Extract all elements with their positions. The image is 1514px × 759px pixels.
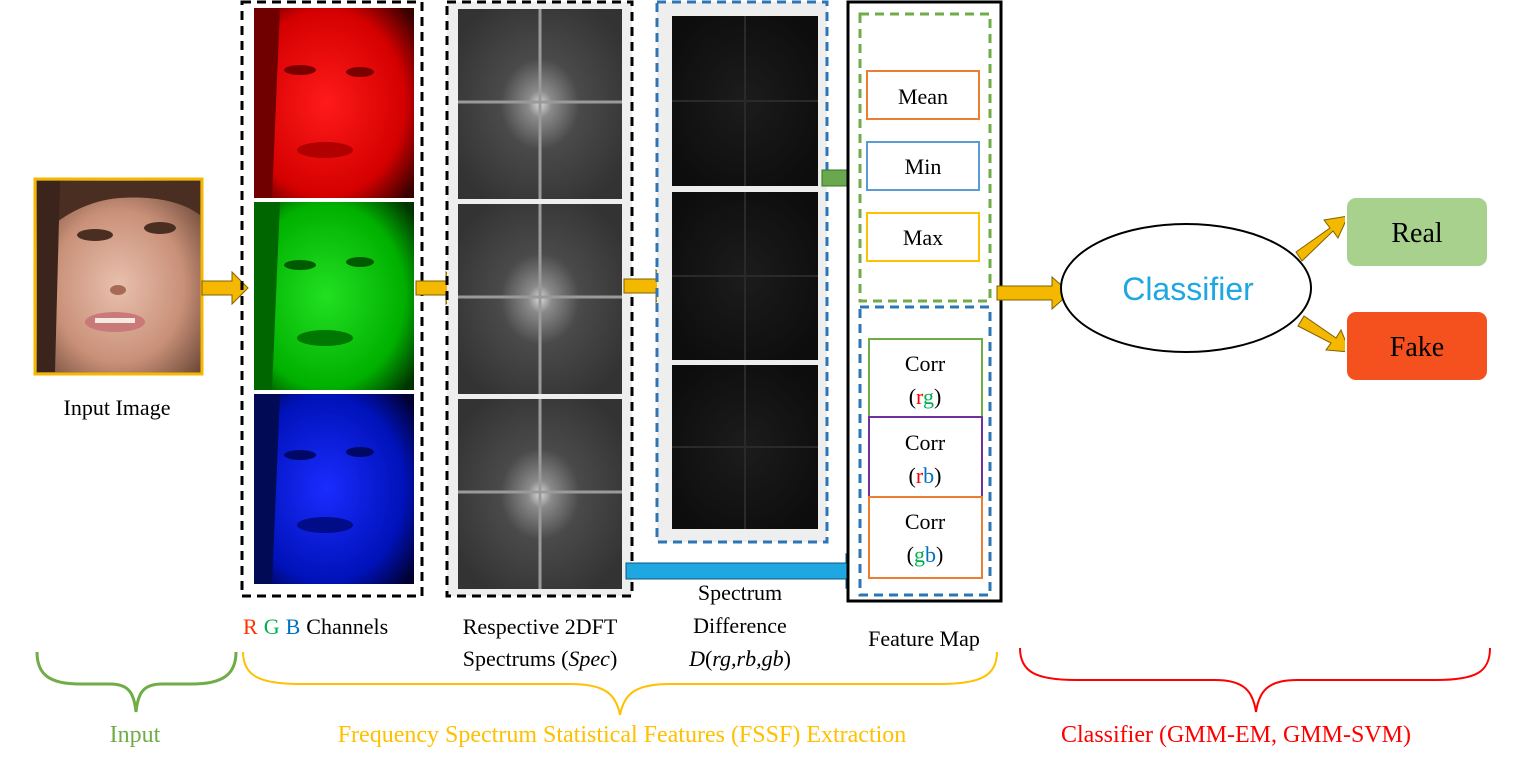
spectrums-dashed-box — [445, 0, 634, 598]
brace-extraction — [242, 651, 998, 716]
correlation-dashed-box — [858, 305, 992, 597]
output-fake-label: Fake — [1390, 332, 1444, 363]
section-classifier-label: Classifier (GMM-EM, GMM-SVM) — [1061, 722, 1411, 748]
output-real: Real — [1345, 196, 1489, 268]
corr-rg-pair: (rg) — [909, 384, 942, 409]
spectrum-green — [458, 204, 622, 394]
channel-blue-image — [254, 394, 414, 584]
feature-map-caption: Feature Map — [868, 626, 980, 651]
stat-min-label: Min — [905, 154, 942, 179]
corr-rb: Corr (rb) — [868, 416, 983, 498]
spectrums-caption-line1: Respective 2DFT — [463, 614, 618, 639]
corr-rg: Corr (rg) — [868, 338, 983, 418]
arrow-featuremap-to-classifier — [996, 275, 1071, 311]
spectrum-red — [458, 9, 622, 199]
input-image-caption: Input Image — [64, 395, 171, 420]
channels-dashed-box — [240, 0, 424, 598]
brace-classifier — [1019, 647, 1491, 713]
arrow-classifier-to-fake — [1297, 315, 1351, 353]
stat-max: Max — [866, 212, 980, 262]
stat-max-label: Max — [903, 225, 943, 250]
output-real-label: Real — [1391, 218, 1443, 249]
stats-dashed-box — [858, 12, 992, 303]
arrow-input-to-channels — [201, 270, 249, 306]
corr-rb-label: Corr — [905, 430, 946, 455]
channels-caption: R G B Channels — [243, 614, 388, 639]
channel-red-image — [254, 8, 414, 198]
corr-gb: Corr (gb) — [868, 496, 983, 579]
stat-min: Min — [866, 141, 980, 191]
brace-input — [35, 651, 238, 713]
corr-gb-pair: (gb) — [907, 542, 944, 567]
channel-green-image — [254, 202, 414, 390]
corr-gb-label: Corr — [905, 509, 946, 534]
difference-caption-line2: Difference — [693, 613, 787, 638]
arrow-classifier-to-real — [1295, 215, 1349, 262]
input-image — [33, 177, 204, 376]
difference-gb — [672, 365, 818, 529]
difference-caption-line1: Spectrum — [698, 580, 782, 605]
section-input-label: Input — [110, 722, 161, 748]
output-fake: Fake — [1345, 310, 1489, 382]
classifier-ellipse — [1060, 223, 1312, 353]
spectrum-blue — [458, 399, 622, 589]
difference-rg — [672, 16, 818, 186]
corr-rb-pair: (rb) — [909, 463, 942, 488]
corr-rg-label: Corr — [905, 351, 946, 376]
difference-caption-line3: D(rg,rb,gb) — [688, 646, 791, 671]
section-extraction-label: Frequency Spectrum Statistical Features … — [338, 722, 907, 748]
classifier-label: Classifier — [1122, 271, 1254, 307]
stat-mean-label: Mean — [898, 84, 948, 109]
stat-mean: Mean — [866, 70, 980, 120]
difference-rb — [672, 192, 818, 360]
spectrums-caption-line2: Spectrums (Spec) — [463, 646, 618, 671]
